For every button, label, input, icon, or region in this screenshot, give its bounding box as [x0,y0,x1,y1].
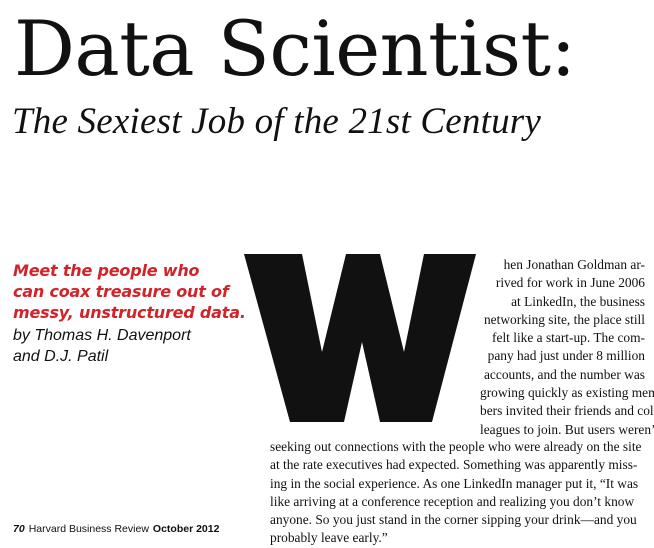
body-line: felt like a start-up. The com- [492,330,645,346]
body-line: seeking out connections with the people … [270,439,642,454]
deck-line: messy, unstructured data. [13,303,246,322]
deck-line: Meet the people who [13,261,200,280]
body-line: at the rate executives had expected. Som… [270,457,638,473]
body-line: ing in the social experience. As one Lin… [270,475,639,491]
body-line: pany had just under 8 million [487,348,645,364]
deck-line: can coax treasure out of [13,282,229,301]
body-line: probably leave early.” [270,530,388,546]
body-column-right: hen Jonathan Goldman ar- rived for work … [480,256,654,439]
drop-cap-glyph [244,254,476,422]
body-line: rived for work in June 2006 [495,275,645,291]
drop-cap-letter: W [355,406,365,417]
drop-cap-w: W [244,254,476,422]
body-column-full: seeking out connections with the people … [270,438,648,548]
body-line: growing quickly as existing mem- [480,385,654,401]
body-line: accounts, and the number was [483,366,645,382]
article-byline: by Thomas H. Davenport and D.J. Patil [13,325,191,367]
byline-line: and D.J. Patil [13,348,109,365]
body-line: anyone. So you just stand in the corner … [270,512,637,528]
body-line: networking site, the place still [483,311,645,327]
body-line: leagues to join. But users weren’t [480,421,654,437]
page-footer: 70 Harvard Business Review October 2012 [13,523,219,535]
byline-line: by Thomas H. Davenport [13,327,191,344]
body-line: at LinkedIn, the business [511,293,645,309]
body-line: like arriving at a conference reception … [270,493,635,509]
article-deck: Meet the people who can coax treasure ou… [13,260,263,323]
page-number: 70 [13,523,25,535]
issue-date: October 2012 [152,523,220,535]
body-line: bers invited their friends and col- [480,403,654,419]
article-subtitle: The Sexiest Job of the 21st Century [12,101,542,142]
publication-name: Harvard Business Review [28,523,149,535]
body-line: hen Jonathan Goldman ar- [503,257,645,272]
article-title: Data Scientist: [14,4,576,93]
